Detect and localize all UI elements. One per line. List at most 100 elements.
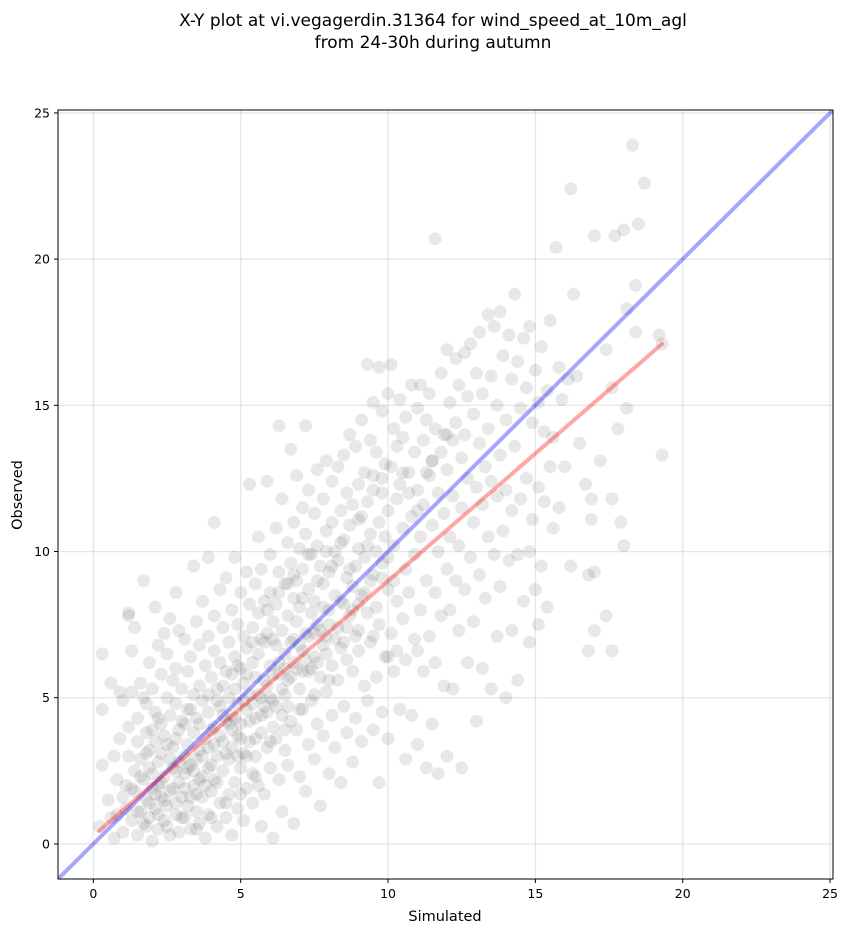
data-point (240, 565, 254, 579)
data-point (346, 580, 360, 594)
data-point (287, 632, 301, 646)
data-point (360, 606, 374, 620)
data-point (190, 752, 203, 766)
data-point (154, 790, 168, 804)
data-point (110, 773, 124, 787)
data-point (192, 773, 206, 787)
data-point (487, 319, 501, 333)
data-point (204, 811, 218, 825)
data-point (204, 784, 218, 798)
data-point (134, 770, 147, 784)
data-point (157, 770, 171, 784)
data-point (502, 328, 516, 342)
data-point (237, 746, 251, 760)
data-point (275, 682, 289, 696)
data-point (316, 729, 330, 743)
data-point (375, 404, 389, 418)
data-point (414, 378, 427, 392)
data-point (449, 574, 463, 588)
data-point (272, 565, 286, 579)
data-point (131, 805, 145, 819)
data-point (517, 594, 531, 608)
data-point (340, 621, 354, 634)
data-point (334, 641, 348, 655)
data-point (528, 583, 542, 596)
data-point (228, 711, 242, 725)
data-point (399, 410, 413, 424)
data-point (178, 717, 192, 731)
data-point (248, 670, 262, 684)
data-point (172, 723, 186, 737)
data-point (269, 597, 283, 611)
data-point (331, 460, 345, 474)
data-point (316, 492, 330, 506)
data-point (375, 471, 389, 485)
data-point (231, 697, 245, 711)
data-point (128, 784, 142, 798)
data-point (151, 778, 165, 792)
data-point (543, 460, 557, 474)
data-point (570, 369, 584, 383)
data-point (169, 662, 183, 675)
data-point (313, 559, 327, 573)
data-point (237, 814, 251, 827)
data-point (452, 624, 466, 637)
y-tick-label: 20 (34, 252, 50, 267)
data-point (210, 819, 224, 833)
data-point (248, 770, 262, 784)
data-point (142, 743, 156, 757)
data-point (207, 738, 221, 751)
data-point (355, 735, 368, 749)
data-point (505, 624, 519, 637)
data-point (449, 416, 463, 430)
data-point (358, 466, 371, 480)
data-point (178, 811, 192, 825)
data-point (296, 644, 310, 658)
data-point (555, 393, 569, 406)
data-point (363, 574, 377, 588)
data-point (296, 591, 310, 605)
data-point (366, 469, 380, 482)
data-point (116, 825, 130, 839)
data-point (137, 773, 150, 787)
data-point (449, 352, 463, 365)
data-point (287, 656, 301, 670)
data-point (145, 834, 159, 848)
data-point (534, 340, 548, 354)
data-point (399, 562, 413, 576)
data-point (416, 664, 430, 678)
data-point (322, 767, 336, 781)
data-point (275, 708, 289, 722)
data-point (278, 688, 292, 702)
data-point (201, 740, 215, 754)
data-point (278, 577, 292, 591)
data-point (290, 615, 304, 629)
data-point (204, 758, 218, 772)
data-point (293, 638, 307, 652)
data-point (369, 445, 383, 459)
data-point (537, 495, 551, 509)
data-point (184, 790, 198, 804)
data-point (198, 778, 212, 792)
data-point (260, 626, 274, 640)
data-point (304, 547, 318, 561)
data-point (431, 545, 445, 558)
data-point (251, 647, 265, 661)
data-point (520, 381, 533, 395)
data-point (290, 723, 304, 737)
data-point (254, 819, 268, 833)
data-point (116, 694, 130, 708)
data-point (104, 676, 118, 690)
data-point (142, 796, 156, 810)
data-point (419, 574, 433, 588)
y-tick-label: 5 (42, 690, 50, 705)
data-point (251, 606, 265, 620)
data-point (316, 638, 330, 652)
data-point (487, 547, 501, 561)
data-point (587, 229, 601, 243)
data-point (234, 732, 248, 746)
data-point (219, 811, 233, 825)
data-point (222, 691, 236, 705)
data-point (302, 629, 315, 643)
data-point (248, 711, 262, 725)
